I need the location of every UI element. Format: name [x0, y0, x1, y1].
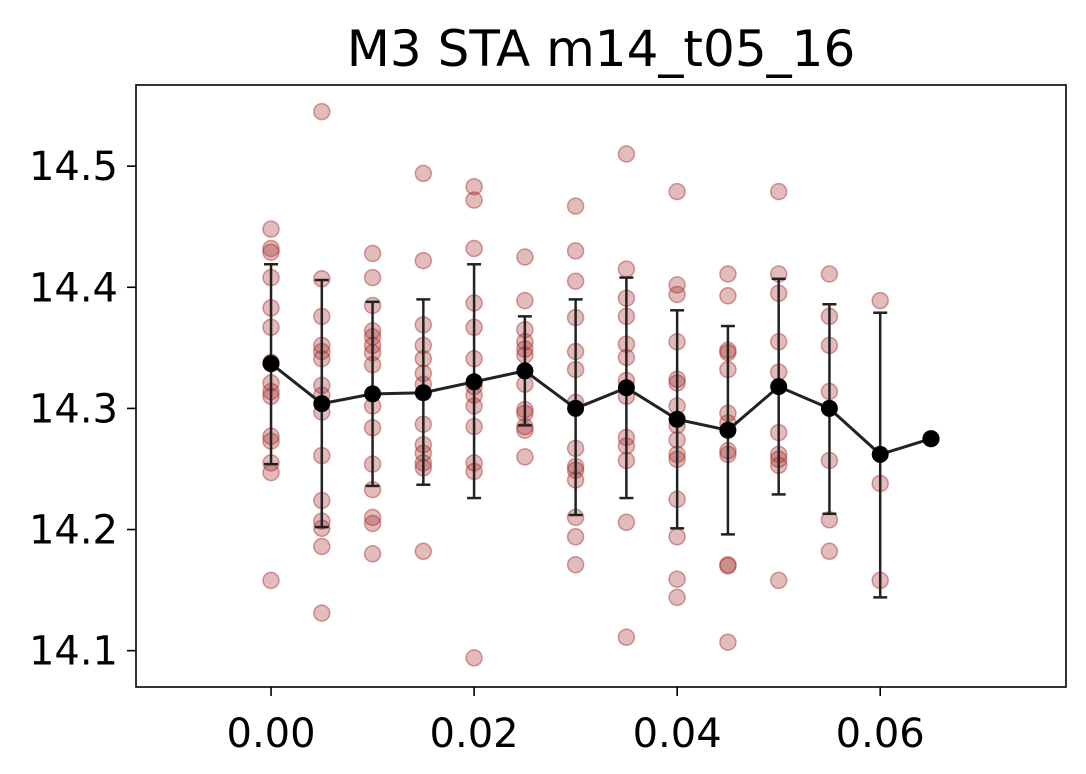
scatter-point: [465, 191, 483, 209]
scatter-point: [719, 557, 737, 575]
y-axis-ticks: 14.1 14.2 14.3 14.4 14.5: [29, 144, 136, 675]
scatter-point: [516, 291, 534, 310]
scatter-point: [414, 251, 433, 270]
mean-layer: [262, 355, 940, 463]
scatter-point: [820, 542, 839, 561]
mean-point: [871, 445, 889, 463]
scatter-point: [465, 239, 483, 258]
scatter-point: [617, 628, 636, 647]
y-tick-label: 14.3: [29, 386, 118, 432]
scatter-point: [414, 164, 433, 183]
x-tick-label: 0.04: [633, 711, 722, 757]
mean-point: [617, 379, 635, 397]
mean-point: [567, 399, 585, 417]
scatter-point: [820, 265, 839, 283]
mean-point: [465, 373, 483, 391]
scatter-point: [668, 285, 686, 304]
mean-point: [719, 421, 737, 439]
mean-point: [313, 395, 331, 413]
scatter-point: [516, 448, 534, 466]
scatter-point: [668, 570, 686, 588]
scatter-point: [363, 268, 382, 287]
scatter-point: [363, 514, 382, 533]
mean-point: [820, 399, 838, 417]
scatter-point: [313, 102, 331, 121]
scatter-point: [566, 272, 585, 290]
scatter-point: [363, 508, 382, 527]
scatter-point: [363, 545, 382, 563]
scatter-point: [769, 182, 788, 201]
scatter-point: [668, 276, 686, 294]
y-tick-label: 14.1: [29, 629, 118, 675]
scatter-point: [566, 242, 585, 260]
scatter-point: [668, 588, 686, 607]
mean-point: [262, 355, 280, 373]
x-tick-label: 0.02: [430, 711, 519, 757]
scatter-point: [465, 649, 483, 667]
mean-point: [414, 384, 432, 402]
scatter-point: [313, 537, 331, 556]
scatter-point: [313, 604, 331, 622]
scatter-point: [719, 633, 737, 651]
scatter-point: [769, 571, 788, 590]
scatter-point: [414, 542, 433, 561]
scatter-point: [262, 239, 280, 258]
scatter-point: [719, 287, 737, 305]
scatter-point: [262, 571, 280, 590]
scatter-point: [668, 528, 686, 546]
mean-point: [516, 362, 534, 380]
scatter-point: [719, 265, 737, 283]
scatter-point: [871, 291, 889, 310]
x-tick-label: 0.00: [227, 711, 316, 757]
y-tick-label: 14.5: [29, 144, 118, 190]
scatter-point: [262, 220, 280, 238]
scatter-point: [262, 463, 280, 482]
mean-point: [364, 385, 382, 403]
x-axis-ticks: 0.00 0.02 0.04 0.06: [227, 687, 925, 757]
scatter-point: [566, 555, 585, 574]
scatter-point: [262, 243, 280, 261]
scatter-layer: [262, 102, 940, 667]
scatter-point: [566, 528, 585, 546]
mean-point: [770, 378, 788, 396]
scatter-point: [516, 248, 534, 266]
plot-area-frame: [135, 84, 1067, 688]
scatter-point: [566, 197, 585, 215]
y-tick-label: 14.4: [29, 265, 118, 311]
mean-point: [922, 430, 940, 448]
y-tick-label: 14.2: [29, 508, 118, 554]
scatter-point: [363, 244, 382, 263]
chart-title: M3 STA m14_t05_16: [347, 20, 856, 78]
mean-point: [668, 410, 686, 428]
scatter-point: [719, 555, 737, 574]
scatter-point: [617, 145, 636, 163]
scatter-point: [668, 182, 686, 201]
scatter-point: [617, 513, 636, 532]
x-tick-label: 0.06: [836, 711, 925, 757]
scatter-point: [465, 177, 483, 196]
scatter-point: [617, 260, 636, 278]
